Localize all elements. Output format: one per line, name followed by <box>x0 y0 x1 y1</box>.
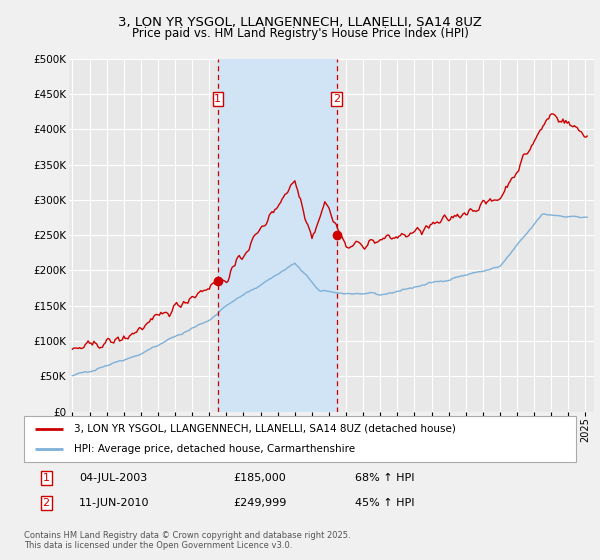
Text: Contains HM Land Registry data © Crown copyright and database right 2025.
This d: Contains HM Land Registry data © Crown c… <box>24 531 350 550</box>
Text: £185,000: £185,000 <box>234 473 287 483</box>
Text: 3, LON YR YSGOL, LLANGENNECH, LLANELLI, SA14 8UZ: 3, LON YR YSGOL, LLANGENNECH, LLANELLI, … <box>118 16 482 29</box>
Text: 45% ↑ HPI: 45% ↑ HPI <box>355 498 415 507</box>
Text: 11-JUN-2010: 11-JUN-2010 <box>79 498 150 507</box>
FancyBboxPatch shape <box>24 416 576 462</box>
Text: 2: 2 <box>333 94 340 104</box>
Text: £249,999: £249,999 <box>234 498 287 507</box>
Text: 68% ↑ HPI: 68% ↑ HPI <box>355 473 415 483</box>
Text: HPI: Average price, detached house, Carmarthenshire: HPI: Average price, detached house, Carm… <box>74 444 355 454</box>
Text: 04-JUL-2003: 04-JUL-2003 <box>79 473 148 483</box>
Text: 1: 1 <box>43 473 50 483</box>
Text: 3, LON YR YSGOL, LLANGENNECH, LLANELLI, SA14 8UZ (detached house): 3, LON YR YSGOL, LLANGENNECH, LLANELLI, … <box>74 424 455 434</box>
Text: 1: 1 <box>214 94 221 104</box>
Bar <box>218 59 337 412</box>
Text: 2: 2 <box>43 498 50 507</box>
Text: Price paid vs. HM Land Registry's House Price Index (HPI): Price paid vs. HM Land Registry's House … <box>131 27 469 40</box>
